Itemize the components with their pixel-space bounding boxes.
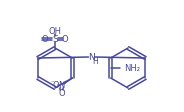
Text: +: + (62, 80, 67, 84)
Text: NH₂: NH₂ (124, 64, 140, 72)
Text: H: H (92, 57, 98, 66)
Text: N: N (58, 81, 65, 89)
Text: O: O (62, 34, 68, 43)
Text: N: N (88, 53, 95, 61)
Text: S: S (52, 34, 58, 43)
Text: O: O (58, 88, 65, 98)
Text: ⁻: ⁻ (50, 80, 54, 86)
Text: O: O (52, 81, 59, 89)
Text: OH: OH (49, 27, 61, 36)
Text: O: O (42, 34, 48, 43)
